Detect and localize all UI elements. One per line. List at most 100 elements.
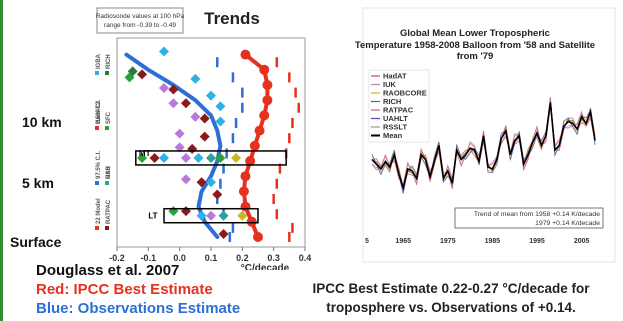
temperature-dataset-line <box>371 105 596 186</box>
data-point <box>193 152 204 163</box>
green-frame <box>0 0 3 321</box>
data-point <box>149 152 160 163</box>
legend-swatch <box>95 181 99 185</box>
temperature-dataset-line <box>371 104 596 192</box>
temperature-x-tick-label: 1965 <box>395 238 411 245</box>
data-point <box>180 98 191 109</box>
caption-red: Red: IPCC Best Estimate <box>36 281 213 298</box>
model-point <box>240 49 251 60</box>
trends-chart: -0.2 -0.1 0.0 0.1 0.2 0.3 0.4 °C/decade Trends Ra… <box>95 7 312 270</box>
temperature-dataset-line <box>371 100 596 189</box>
data-point <box>199 131 210 142</box>
x-axis-label: °C/decade <box>241 263 290 270</box>
note-line: range from -0.39 to -0.49 <box>104 22 176 29</box>
chart-title: Trends <box>204 9 260 28</box>
mt-label: MT <box>139 149 151 158</box>
legend-swatch <box>95 126 99 130</box>
model-point <box>240 171 251 182</box>
temperature-legend-box <box>368 69 430 143</box>
legend-label: RSS <box>106 167 112 179</box>
model-point <box>246 216 257 227</box>
legend-swatch <box>105 71 109 75</box>
lt-box <box>163 207 259 224</box>
legend-label: IGBA <box>96 53 102 69</box>
model-point <box>262 80 273 90</box>
temperature-title: Global Mean Lower Tropospheric <box>400 28 550 39</box>
temperature-legend-label: RATPAC <box>383 106 414 115</box>
temperature-legend-label: RSSLT <box>383 123 407 132</box>
legend-label: RATPAC <box>106 199 112 224</box>
bottom-caption-line2: troposphere vs. Observations of +0.14. <box>326 300 576 315</box>
data-point <box>196 177 207 188</box>
trend-annotation-line: 1979 +0.14 K/decade <box>535 220 600 227</box>
data-point <box>206 177 216 188</box>
trend-annotation-line: Trend of mean from 1958 +0.14 K/decade <box>474 211 600 218</box>
legend-item: 2.5% C.I. <box>95 99 102 130</box>
legend-item: IGBA <box>95 53 102 75</box>
temperature-dataset-line <box>371 104 596 187</box>
legend-item: SFC <box>105 111 112 130</box>
temperature-legend-label: RAOBCORE <box>383 89 427 98</box>
data-point <box>137 69 148 80</box>
temperature-legend-label: IUK <box>383 80 397 89</box>
altitude-label-10km: 10 km <box>22 114 62 130</box>
data-point <box>206 90 216 101</box>
x-tick-label: 0.0 <box>173 253 186 263</box>
model-point <box>240 201 251 212</box>
legend-item: RICH <box>105 54 112 75</box>
bottom-caption: IPCC Best Estimate 0.22-0.27 °C/decade f… <box>286 279 616 317</box>
data-point <box>180 174 191 185</box>
model-point <box>262 95 273 106</box>
legend-swatch <box>95 226 99 230</box>
temperature-x-tick-label: 1995 <box>529 238 545 245</box>
x-tick-label: 0.4 <box>299 253 312 263</box>
temperature-mean-line <box>371 102 596 192</box>
legend-label: HadAT2 <box>96 101 102 124</box>
x-tick-label: 0.1 <box>205 253 218 263</box>
legend-label: SFC <box>106 111 112 124</box>
data-point <box>190 73 201 84</box>
legend-item: 97.5% C.I. <box>95 151 102 185</box>
bottom-caption-line1: IPCC Best Estimate 0.22-0.27 °C/decade f… <box>312 281 590 296</box>
x-tick-label: 0.2 <box>236 253 249 263</box>
x-tick-label: -0.1 <box>141 253 157 263</box>
model-point <box>254 125 265 136</box>
caption-author: Douglass et al. 2007 <box>36 262 180 279</box>
legend-item: RATPAC <box>105 199 112 230</box>
temperature-x-tick-label: 2005 <box>574 238 590 245</box>
temperature-title: from '79 <box>457 51 494 62</box>
altitude-label-5km: 5 km <box>22 175 54 191</box>
x-tick-label: 0.3 <box>267 253 280 263</box>
legend-swatch <box>105 126 109 130</box>
temperature-chart-panel <box>362 7 616 263</box>
data-point <box>159 46 169 57</box>
temperature-x-tick-label: 5 <box>365 238 369 245</box>
data-point <box>174 142 185 153</box>
legend-label: 22 Model <box>96 198 102 224</box>
data-point <box>212 189 223 200</box>
legend-label: 2.5% C.I. <box>96 99 102 124</box>
data-point <box>168 98 179 109</box>
legend-label: RICH <box>106 54 112 69</box>
legend-swatch <box>95 71 99 75</box>
data-point <box>231 152 242 163</box>
temperature-dataset-line <box>371 104 596 194</box>
note-box <box>96 7 184 34</box>
model-point <box>253 232 263 242</box>
lt-label: LT <box>148 212 157 221</box>
model-point <box>238 186 249 197</box>
temperature-dataset-line <box>371 96 596 190</box>
data-point <box>124 72 135 83</box>
temperature-title: Temperature 1958-2008 Balloon from '58 a… <box>355 40 595 51</box>
temperature-legend-label: Mean <box>383 131 403 140</box>
data-point <box>215 116 226 127</box>
data-point <box>168 84 179 95</box>
mt-box <box>135 150 287 166</box>
model-point <box>259 64 270 75</box>
temperature-dataset-line <box>371 99 596 189</box>
data-point <box>206 210 216 221</box>
data-point <box>174 128 185 139</box>
model-point <box>259 110 270 121</box>
data-point <box>215 101 226 112</box>
data-point <box>218 210 229 221</box>
